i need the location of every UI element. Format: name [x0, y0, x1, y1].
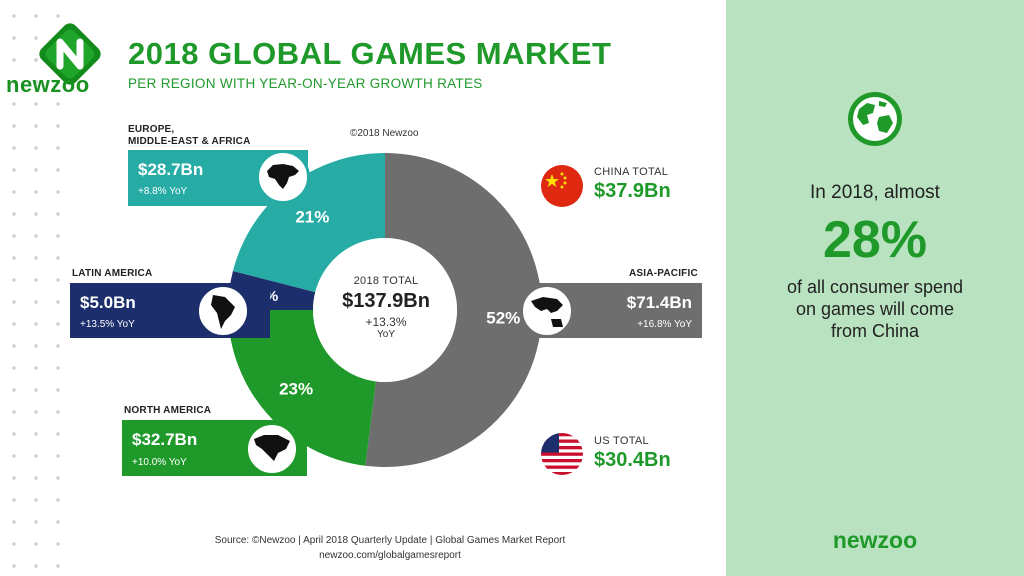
donut-slice-apac — [365, 153, 543, 467]
percent-label-apac: 52% — [486, 308, 520, 327]
stat-description-line3: from China — [830, 321, 920, 341]
percent-label-na: 23% — [279, 379, 313, 398]
north-america-map-icon — [245, 422, 299, 476]
donut-center: 2018 TOTAL $137.9Bn +13.3% YoY — [316, 275, 456, 340]
us-total-value: $30.4Bn — [594, 449, 671, 471]
region-yoy-na: +10.0% YoY — [132, 457, 187, 468]
dot-pattern — [0, 0, 70, 576]
newzoo-logo — [28, 18, 118, 90]
china-flag-icon — [541, 165, 583, 207]
region-label-na: NORTH AMERICA — [124, 405, 212, 416]
globe-icon — [847, 91, 903, 152]
latam-map-icon — [196, 284, 250, 338]
percent-label-emea: 21% — [295, 207, 329, 226]
region-yoy-apac: +16.8% YoY — [637, 319, 692, 330]
region-label-emea-line1: EUROPE, — [128, 124, 175, 135]
newzoo-logo-icon — [39, 23, 101, 85]
page-title: 2018 GLOBAL GAMES MARKET — [128, 36, 612, 71]
center-growth: +13.3% — [365, 315, 407, 329]
region-label-emea-line2: MIDDLE-EAST & AFRICA — [128, 136, 251, 147]
region-value-latam: $5.0Bn — [80, 293, 136, 312]
us-total-label: US TOTAL — [594, 435, 649, 447]
region-yoy-emea: +8.8% YoY — [138, 186, 188, 197]
stat-value: 28% — [822, 211, 928, 269]
footer-logo: newzoo — [832, 527, 918, 553]
emea-map-icon — [256, 150, 310, 204]
china-total-value: $37.9Bn — [594, 180, 671, 202]
china-total-label: CHINA TOTAL — [594, 166, 669, 178]
region-label-emea: EUROPE, MIDDLE-EAST & AFRICA — [128, 124, 251, 148]
donut-slice-na — [228, 310, 376, 466]
stat-description: of all consumer spend on games will come… — [726, 276, 1024, 342]
center-label: 2018 TOTAL — [353, 275, 419, 287]
region-label-apac: ASIA-PACIFIC — [629, 268, 698, 279]
source-note: Source: ©Newzoo | April 2018 Quarterly U… — [214, 535, 566, 546]
donut-hole — [313, 238, 457, 382]
region-label-latam: LATIN AMERICA — [72, 268, 153, 279]
region-value-apac: $71.4Bn — [626, 293, 692, 312]
stat-intro: In 2018, almost — [810, 182, 940, 203]
us-flag-icon — [541, 433, 583, 475]
center-total: $137.9Bn — [342, 290, 430, 312]
stat-description-line1: of all consumer spend — [786, 277, 964, 297]
region-yoy-latam: +13.5% YoY — [80, 319, 135, 330]
source-link[interactable]: newzoo.com/globalgamesreport — [319, 550, 461, 561]
region-value-emea: $28.7Bn — [138, 160, 204, 179]
region-value-na: $32.7Bn — [132, 430, 198, 449]
logo-wordmark: newzoo — [6, 72, 90, 97]
center-growth-unit: YoY — [377, 329, 395, 340]
asia-pacific-map-icon — [520, 284, 574, 338]
stat-description-line2: on games will come — [795, 299, 955, 319]
side-panel: In 2018, almost 28% of all consumer spen… — [726, 0, 1024, 576]
donut-slice-emea — [232, 153, 385, 293]
page-subtitle: PER REGION WITH YEAR-ON-YEAR GROWTH RATE… — [128, 76, 483, 91]
copyright: ©2018 Newzoo — [350, 128, 419, 139]
